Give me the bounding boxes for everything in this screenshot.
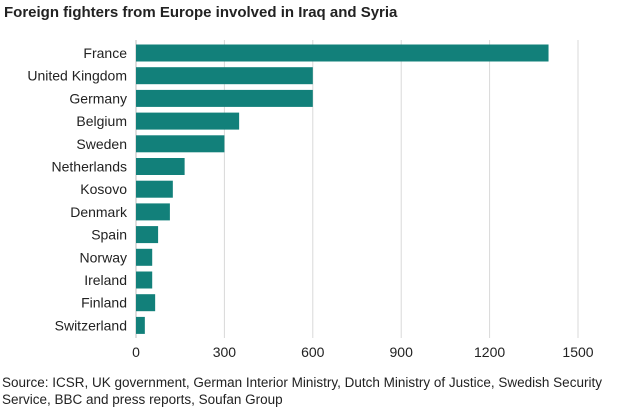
bar-belgium xyxy=(136,112,240,130)
chart-title: Foreign fighters from Europe involved in… xyxy=(4,4,398,21)
category-label: Spain xyxy=(91,227,127,243)
category-label: United Kingdom xyxy=(27,68,127,84)
bar-chart: France United Kingdom Germany Belgium Sweden… xyxy=(27,40,594,360)
category-label: France xyxy=(83,45,127,61)
bar-sweden xyxy=(136,135,225,153)
x-tick-label: 0 xyxy=(132,344,140,360)
category-labels: France United Kingdom Germany Belgium Sweden… xyxy=(27,45,128,333)
bar-united-kingdom xyxy=(136,67,313,85)
x-tick-label: 1500 xyxy=(562,344,593,360)
bar-netherlands xyxy=(136,158,185,175)
bar-germany xyxy=(136,89,313,107)
category-label: Belgium xyxy=(76,113,127,129)
category-label: Netherlands xyxy=(52,159,128,175)
bar-ireland xyxy=(136,271,153,289)
x-tick-labels: 0 300 600 900 1200 1500 xyxy=(132,344,594,360)
category-label: Kosovo xyxy=(80,181,127,197)
category-label: Germany xyxy=(69,90,127,106)
x-tick-label: 300 xyxy=(213,344,237,360)
bar-switzerland xyxy=(136,316,145,334)
bar-spain xyxy=(136,226,159,244)
source-note: Source: ICSR, UK government, German Inte… xyxy=(2,375,602,407)
x-tick-label: 600 xyxy=(301,344,325,360)
category-label: Switzerland xyxy=(55,317,127,333)
category-label: Finland xyxy=(81,295,127,311)
category-label: Denmark xyxy=(70,204,128,220)
bar-france xyxy=(136,44,549,62)
category-label: Sweden xyxy=(76,136,127,152)
bar-norway xyxy=(136,248,153,266)
category-label: Ireland xyxy=(84,272,127,288)
gridlines xyxy=(135,40,579,338)
x-tick-label: 900 xyxy=(390,344,414,360)
x-tick-label: 1200 xyxy=(474,344,505,360)
bar-kosovo xyxy=(136,180,173,198)
bar-denmark xyxy=(136,203,170,221)
bars xyxy=(136,44,549,334)
category-label: Norway xyxy=(80,249,127,265)
bar-finland xyxy=(136,294,156,312)
